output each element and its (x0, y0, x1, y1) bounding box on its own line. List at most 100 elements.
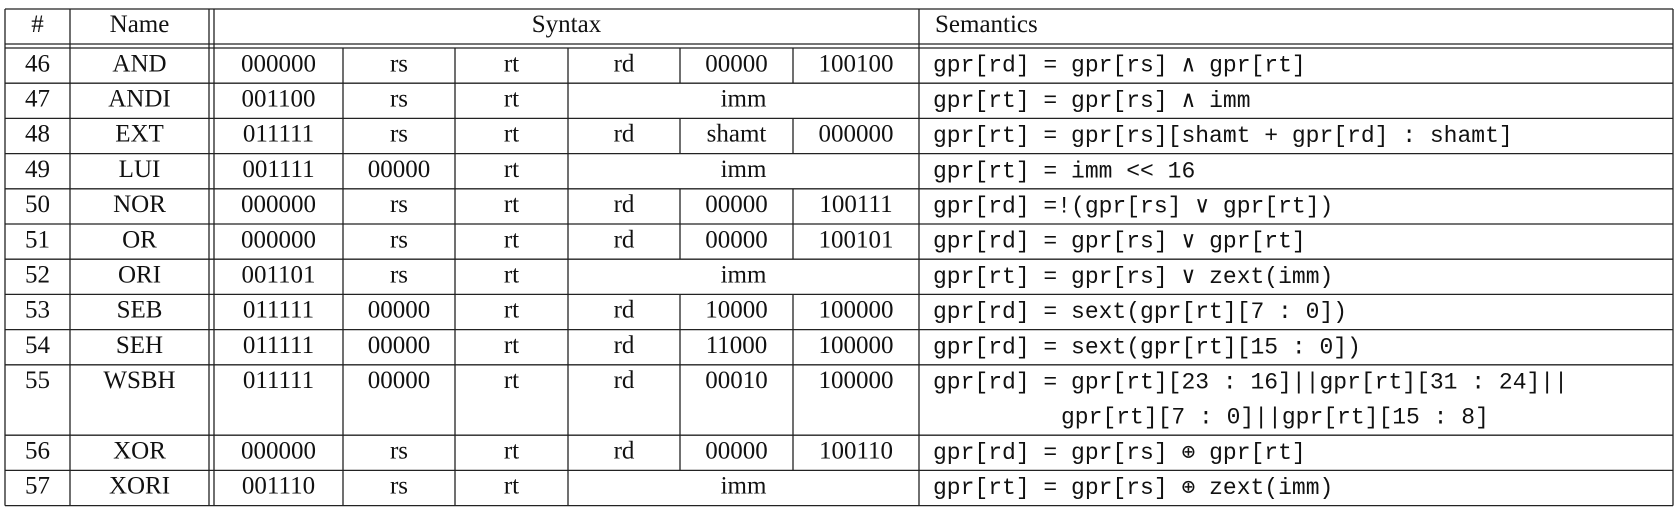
syntax-field: rt (504, 438, 519, 465)
syntax-field: 00000 (368, 297, 431, 324)
syntax-field: rt (504, 473, 519, 500)
instruction-name: NOR (113, 191, 166, 218)
semantics: gpr[rt] = imm << 16 (933, 158, 1195, 184)
semantics: gpr[rd] = gpr[rt][23 : 16]||gpr[rt][31 :… (933, 369, 1568, 395)
syntax-field: rd (614, 226, 635, 253)
syntax-field: imm (721, 473, 767, 500)
row-number: 56 (25, 438, 50, 465)
row-number: 51 (25, 226, 50, 253)
semantics: gpr[rt] = gpr[rs] ⊕ zext(imm) (933, 475, 1333, 501)
syntax-field: rs (390, 226, 408, 253)
row-number: 55 (25, 367, 50, 394)
syntax-field: 001101 (241, 262, 315, 289)
syntax-field: 001100 (241, 86, 315, 113)
syntax-field: 000000 (241, 438, 316, 465)
syntax-field: 011111 (243, 367, 314, 394)
semantics: gpr[rt] = gpr[rs][shamt + gpr[rd] : sham… (933, 123, 1513, 149)
syntax-field: 000000 (241, 191, 316, 218)
syntax-field: 011111 (243, 332, 314, 359)
syntax-field: rt (504, 50, 519, 77)
semantics: gpr[rd] = gpr[rs] ∧ gpr[rt] (933, 53, 1306, 79)
syntax-field: rs (390, 121, 408, 148)
semantics: gpr[rd] = gpr[rs] ⊕ gpr[rt] (933, 440, 1306, 466)
instruction-name: XOR (113, 438, 166, 465)
row-number: 52 (25, 262, 50, 289)
syntax-field: 100100 (819, 50, 894, 77)
syntax-field: rt (504, 262, 519, 289)
semantics: gpr[rd] = gpr[rs] ∨ gpr[rt] (933, 229, 1306, 255)
syntax-field: rd (614, 332, 635, 359)
syntax-field: 000000 (241, 226, 316, 253)
semantics: gpr[rd] = sext(gpr[rt][7 : 0]) (933, 299, 1347, 325)
syntax-field: 11000 (706, 332, 768, 359)
header-cell: Semantics (935, 11, 1038, 38)
header-cell: Name (110, 11, 170, 38)
syntax-field: rt (504, 86, 519, 113)
syntax-field: imm (721, 156, 767, 183)
semantics: gpr[rt] = gpr[rs] ∧ imm (933, 88, 1251, 114)
syntax-field: rt (504, 332, 519, 359)
syntax-field: rs (390, 262, 408, 289)
instruction-name: EXT (115, 121, 164, 148)
instruction-name: OR (122, 226, 157, 253)
syntax-field: imm (721, 262, 767, 289)
syntax-field: 00000 (705, 50, 768, 77)
instruction-name: ORI (118, 262, 161, 289)
syntax-field: 011111 (243, 297, 314, 324)
row-number: 49 (25, 156, 50, 183)
row-number: 57 (25, 473, 50, 500)
syntax-field: rd (614, 50, 635, 77)
syntax-field: 00000 (705, 226, 768, 253)
instruction-name: XORI (109, 473, 170, 500)
syntax-field: 011111 (243, 121, 314, 148)
instruction-name: AND (112, 50, 166, 77)
syntax-field: rt (504, 121, 519, 148)
semantics: gpr[rt] = gpr[rs] ∨ zext(imm) (933, 264, 1333, 290)
row-number: 50 (25, 191, 50, 218)
syntax-field: rt (504, 191, 519, 218)
instruction-name: SEB (117, 297, 163, 324)
syntax-field: rs (390, 473, 408, 500)
semantics: gpr[rd] = sext(gpr[rt][15 : 0]) (933, 334, 1361, 360)
syntax-field: rt (504, 367, 519, 394)
syntax-field: rd (614, 297, 635, 324)
syntax-field: rd (614, 367, 635, 394)
row-number: 54 (25, 332, 51, 359)
syntax-field: 100000 (819, 367, 894, 394)
syntax-field: rd (614, 438, 635, 465)
syntax-field: 000000 (241, 50, 316, 77)
row-number: 46 (25, 50, 50, 77)
header-cell: Syntax (532, 11, 602, 38)
syntax-field: rt (504, 226, 519, 253)
syntax-field: shamt (707, 121, 767, 148)
syntax-field: rs (390, 50, 408, 77)
syntax-field: 100101 (819, 226, 894, 253)
syntax-field: rs (390, 191, 408, 218)
syntax-field: rs (390, 86, 408, 113)
syntax-field: 100000 (819, 332, 894, 359)
syntax-field: rd (614, 121, 635, 148)
syntax-field: 00000 (368, 332, 431, 359)
syntax-field: rt (504, 297, 519, 324)
syntax-field: rd (614, 191, 635, 218)
syntax-field: 001111 (242, 156, 314, 183)
syntax-field: rs (390, 438, 408, 465)
syntax-field: 00000 (368, 156, 431, 183)
syntax-field: 00000 (705, 191, 768, 218)
row-number: 47 (25, 86, 50, 113)
semantics: gpr[rt][7 : 0]||gpr[rt][15 : 8] (1061, 405, 1489, 431)
syntax-field: 001110 (242, 473, 315, 500)
row-number: 53 (25, 297, 50, 324)
syntax-field: 10000 (705, 297, 768, 324)
row-number: 48 (25, 121, 50, 148)
syntax-field: 100000 (819, 297, 894, 324)
syntax-field: 00000 (705, 438, 768, 465)
semantics: gpr[rd] =!(gpr[rs] ∨ gpr[rt]) (933, 193, 1333, 219)
instruction-name: ANDI (108, 86, 171, 113)
syntax-field: 00000 (368, 367, 431, 394)
syntax-field: 00010 (705, 367, 768, 394)
syntax-field: 100111 (819, 191, 892, 218)
syntax-field: 000000 (819, 121, 894, 148)
syntax-field: imm (721, 86, 767, 113)
